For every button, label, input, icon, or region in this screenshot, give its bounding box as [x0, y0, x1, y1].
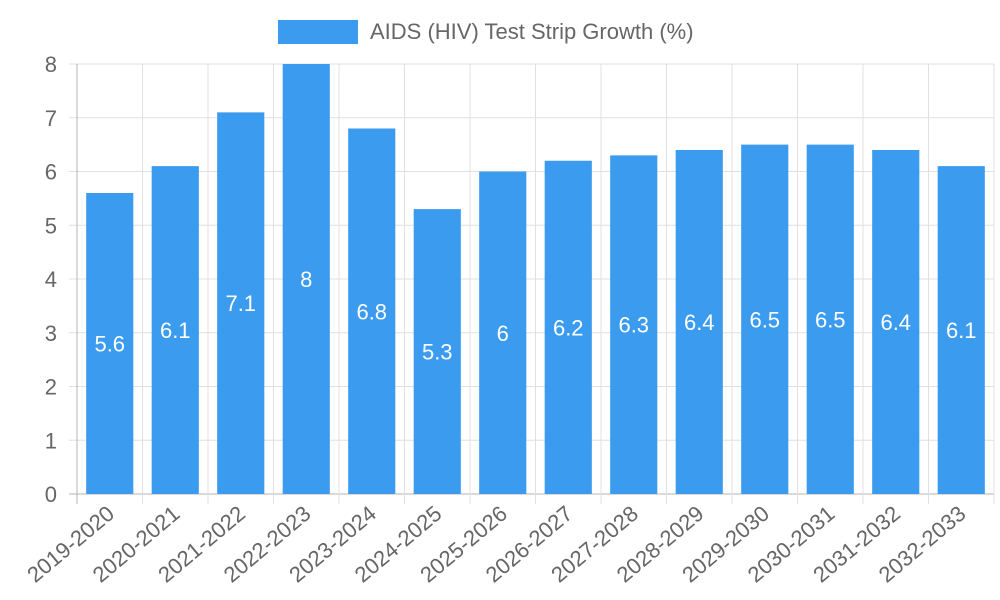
y-tick-label: 8: [45, 52, 57, 77]
y-tick-label: 3: [45, 321, 57, 346]
bars: [86, 64, 985, 494]
y-tick-label: 7: [45, 106, 57, 131]
data-label: 6.5: [749, 307, 780, 332]
legend[interactable]: AIDS (HIV) Test Strip Growth (%): [278, 19, 694, 44]
data-label: 6.2: [553, 315, 584, 340]
data-label: 6: [497, 321, 509, 346]
y-tick-label: 6: [45, 160, 57, 185]
data-label: 5.3: [422, 340, 453, 365]
y-tick-label: 4: [45, 267, 57, 292]
gridlines: [69, 63, 995, 504]
bar[interactable]: [937, 166, 985, 494]
x-axis-ticks: 2019-20202020-20212021-20222022-20232023…: [22, 501, 970, 588]
bar[interactable]: [151, 166, 199, 494]
bar[interactable]: [806, 144, 854, 494]
data-label: 6.1: [946, 318, 977, 343]
y-tick-label: 1: [45, 428, 57, 453]
data-label: 6.4: [684, 310, 715, 335]
data-label: 8: [300, 267, 312, 292]
y-tick-label: 5: [45, 213, 57, 238]
data-label: 5.6: [94, 332, 125, 357]
bar[interactable]: [86, 193, 134, 494]
legend-label[interactable]: AIDS (HIV) Test Strip Growth (%): [370, 19, 694, 44]
bar[interactable]: [413, 209, 461, 494]
data-label: 7.1: [225, 291, 256, 316]
data-label: 6.3: [618, 313, 649, 338]
bar[interactable]: [610, 155, 658, 494]
legend-swatch[interactable]: [278, 20, 358, 44]
bar[interactable]: [741, 144, 789, 494]
data-label: 6.5: [815, 307, 846, 332]
data-label: 6.4: [880, 310, 911, 335]
bar[interactable]: [282, 64, 330, 494]
data-label: 6.1: [160, 318, 191, 343]
data-labels: 5.6 6.1 7.1 8 6.8 5.3 6 6.2 6.3 6.4 6.5 6.5 6.4 6.1: [94, 267, 976, 365]
y-tick-label: 2: [45, 375, 57, 400]
y-tick-label: 0: [45, 482, 57, 507]
bar[interactable]: [217, 112, 265, 494]
bar[interactable]: [675, 150, 723, 494]
y-axis-ticks: 0 1 2 3 4 5 6 7 8: [45, 52, 57, 507]
bar[interactable]: [348, 128, 396, 495]
data-label: 6.8: [356, 299, 387, 324]
bar[interactable]: [479, 171, 527, 495]
bar[interactable]: [544, 160, 592, 494]
bar[interactable]: [872, 150, 920, 494]
